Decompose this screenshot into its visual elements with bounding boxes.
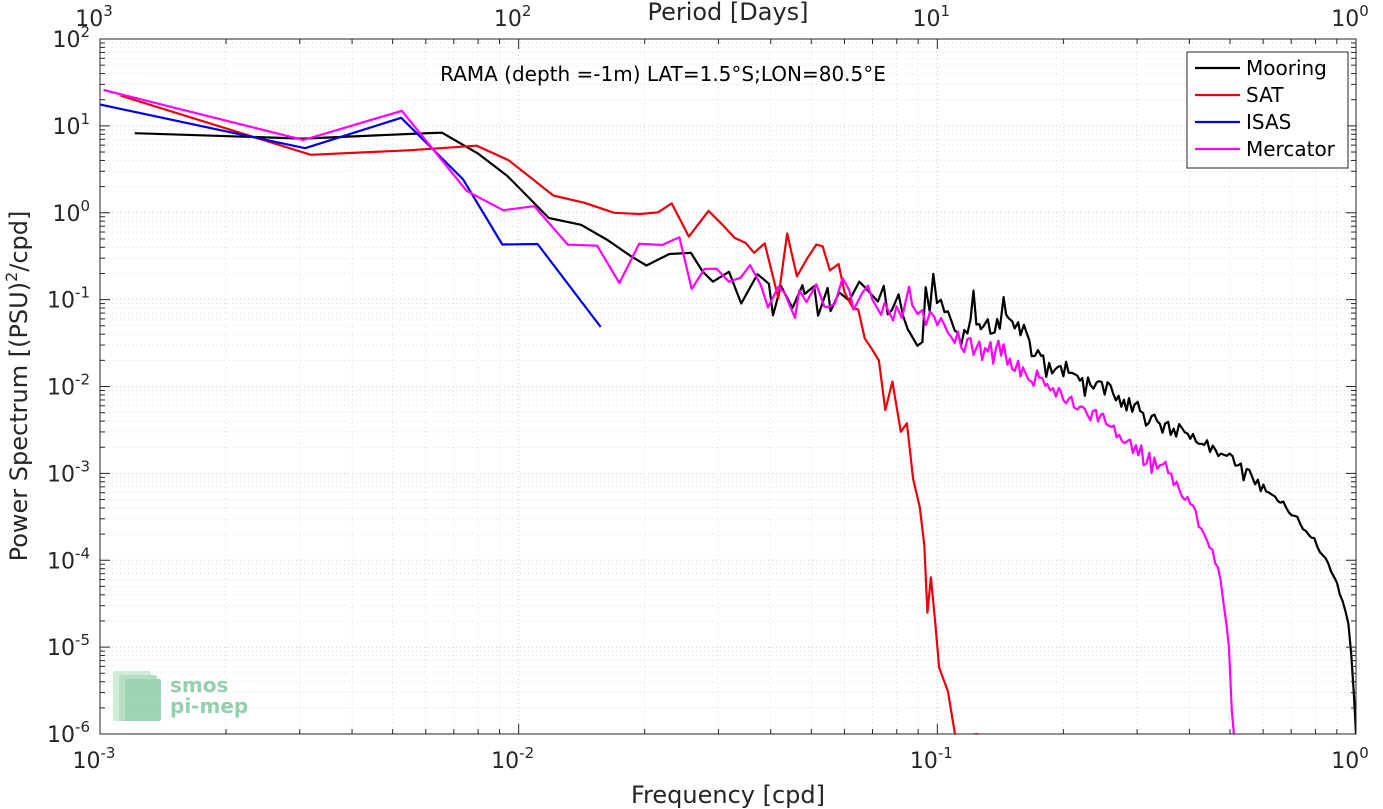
logo-panel-front	[125, 679, 161, 721]
y-tick-exponent: -3	[75, 457, 90, 475]
x2-tick-exponent: 0	[1359, 2, 1369, 20]
legend-label-sat: SAT	[1246, 83, 1284, 107]
y-axis-label-tail: /cpd]	[5, 211, 33, 272]
chart-title: RAMA (depth =-1m) LAT=1.5°S;LON=80.5°E	[440, 62, 886, 86]
y-tick-exponent: 2	[80, 23, 90, 41]
x-axis-label: Frequency [cpd]	[631, 781, 825, 809]
y-tick-exponent: -2	[75, 371, 90, 389]
y-tick-exponent: -5	[75, 631, 90, 649]
x2-tick-exponent: 1	[941, 2, 951, 20]
logo-line2: pi-mep	[170, 694, 248, 718]
y-tick-exponent: 1	[80, 110, 90, 128]
y-tick-label: 10-2	[47, 371, 90, 401]
x-tick-exponent: 0	[1359, 744, 1369, 762]
series-line-isas	[100, 103, 602, 328]
y-tick-exponent: -1	[75, 284, 90, 302]
series-line-mercator	[103, 88, 1235, 734]
y-axis-label: Power Spectrum [(PSU)2/cpd]	[2, 211, 33, 562]
series-line-mooring	[134, 131, 1356, 734]
x-tick-exponent: -2	[519, 744, 534, 762]
top-axis-label: Period [Days]	[647, 0, 808, 26]
y-tick-label: 10-3	[47, 457, 90, 487]
y-tick-exponent: -6	[75, 718, 90, 736]
series-line-sat	[120, 94, 978, 734]
y-axis-label-main: Power Spectrum [(PSU)	[5, 282, 33, 561]
x-tick-exponent: -1	[938, 744, 953, 762]
legend-label-isas: ISAS	[1246, 110, 1291, 134]
x-tick-exponent: -3	[101, 744, 116, 762]
y-axis-label-superscript: 2	[2, 272, 21, 282]
x2-tick-exponent: 2	[522, 2, 532, 20]
y-tick-label: 100	[52, 197, 90, 227]
logo-line1: smos	[170, 673, 228, 697]
tick-marks	[99, 38, 1357, 735]
legend-label-mooring: Mooring	[1246, 56, 1327, 80]
x2-tick-exponent: 3	[103, 2, 113, 20]
minor-grid	[100, 39, 1356, 734]
legend: Mooring SAT ISAS Mercator	[1186, 51, 1349, 169]
series-lines	[100, 88, 1356, 734]
smos-pimep-logo: smos pi-mep	[113, 671, 248, 721]
legend-label-mercator: Mercator	[1246, 137, 1336, 161]
y-tick-exponent: 0	[80, 197, 90, 215]
y-tick-exponent: -4	[75, 544, 90, 562]
